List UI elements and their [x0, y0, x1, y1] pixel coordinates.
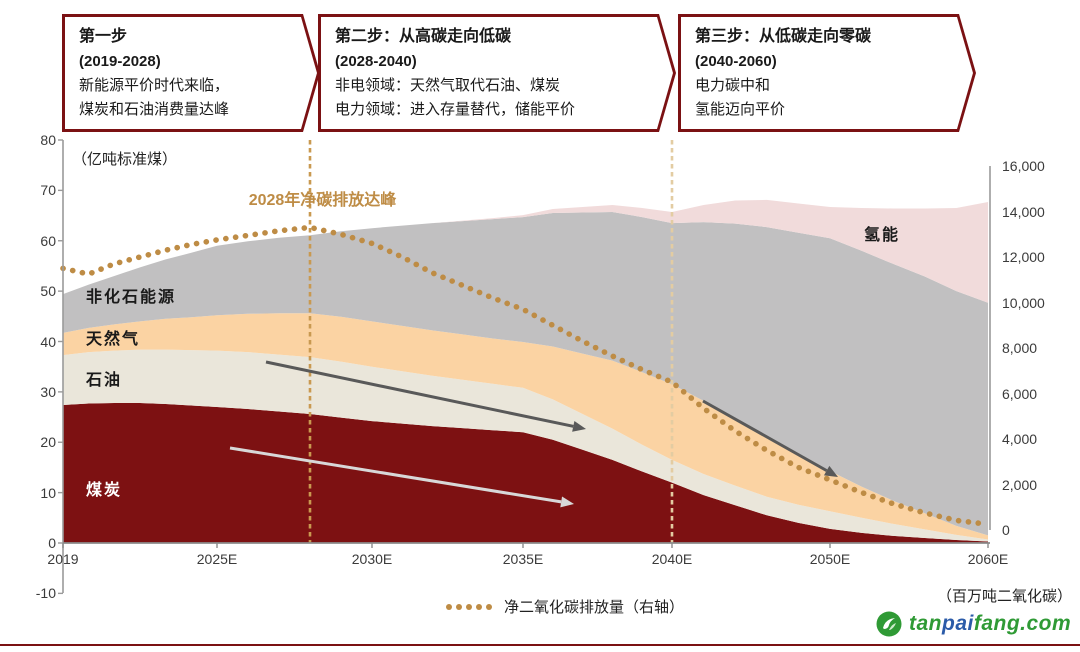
- right-axis-tick-label: 10,000: [1002, 294, 1045, 311]
- tanpaifang-wordmark: tanpaifang.com: [909, 612, 1071, 636]
- peak-annotation: 2028年净碳排放达峰: [248, 192, 397, 209]
- phase2-title: 第二步：从高碳走向低碳: [335, 28, 512, 45]
- phase1-banner: 第一步 (2019-2028) 新能源平价时代来临， 煤炭和石油消费量达峰: [62, 14, 320, 132]
- legend-label: 净二氧化碳排放量（右轴）: [503, 599, 684, 616]
- legend-dot-icon: [445, 603, 452, 610]
- right-axis-tick-label: 4,000: [1002, 431, 1038, 447]
- right-axis-tick-label: 8,000: [1002, 340, 1038, 356]
- legend-dot-icon: [485, 603, 492, 610]
- tanpaifang-logo-icon: [876, 611, 902, 637]
- left-axis-unit-label: （亿吨标准煤）: [72, 151, 178, 168]
- wordmark-seg2: pai: [942, 612, 974, 635]
- left-axis-tick-label: -10: [35, 585, 56, 602]
- x-axis-tick-label: 2060E: [967, 551, 1009, 567]
- wordmark-seg3: fang.com: [973, 612, 1072, 635]
- phase2-banner: 第二步：从高碳走向低碳 (2028-2040) 非电领域：天然气取代石油、煤炭 …: [318, 14, 676, 132]
- x-axis-tick-label: 2040E: [651, 551, 693, 567]
- x-axis-tick-label: 2050E: [809, 551, 851, 567]
- phase2-line1: 非电领域：天然气取代石油、煤炭: [335, 76, 561, 94]
- series-label-hydrogen: 氢能: [864, 227, 901, 244]
- right-axis-unit-label: （百万吨二氧化碳）: [936, 588, 1072, 605]
- phase1-line2: 煤炭和石油消费量达峰: [79, 100, 230, 118]
- phase3-line1: 电力碳中和: [695, 76, 771, 94]
- phase3-title: 第三步：从低碳走向零碳: [695, 28, 872, 45]
- phase3-period: (2040-2060): [695, 52, 777, 70]
- right-axis-tick-label: 2,000: [1002, 476, 1038, 493]
- left-axis-tick-label: 10: [40, 484, 56, 501]
- x-axis-tick-label: 2030E: [351, 551, 393, 567]
- left-axis-tick-label: 60: [40, 232, 56, 249]
- phase2-period: (2028-2040): [335, 52, 417, 70]
- phase1-period: (2019-2028): [79, 52, 161, 70]
- tanpaifang-watermark[interactable]: tanpaifang.com: [876, 611, 1071, 637]
- left-axis-tick-label: 0: [48, 535, 56, 551]
- left-axis-tick-label: 70: [40, 182, 56, 199]
- phase3-banner-body: 第三步：从低碳走向零碳 (2040-2060) 电力碳中和 氢能迈向平价: [681, 17, 973, 129]
- right-axis-tick-label: 6,000: [1002, 385, 1038, 402]
- series-label-gas: 天然气: [86, 331, 141, 348]
- phase1-banner-body: 第一步 (2019-2028) 新能源平价时代来临， 煤炭和石油消费量达峰: [65, 17, 317, 129]
- right-axis-tick-label: 12,000: [1002, 249, 1045, 265]
- left-axis-tick-label: 50: [40, 283, 56, 300]
- series-label-oil: 石油: [86, 372, 123, 389]
- phase1-title: 第一步: [79, 28, 128, 45]
- series-label-nonfossil: 非化石能源: [86, 289, 177, 306]
- phase2-banner-body: 第二步：从高碳走向低碳 (2028-2040) 非电领域：天然气取代石油、煤炭 …: [321, 17, 673, 129]
- legend-dot-icon: [455, 603, 462, 610]
- left-axis-tick-label: 20: [40, 434, 56, 451]
- phase3-banner: 第三步：从低碳走向零碳 (2040-2060) 电力碳中和 氢能迈向平价: [678, 14, 976, 132]
- left-axis-tick-label: 30: [40, 383, 56, 400]
- x-axis-tick-label: 2019: [47, 551, 79, 567]
- legend-dot-icon: [475, 603, 482, 610]
- right-axis-tick-label: 14,000: [1002, 203, 1045, 220]
- phase2-line2: 电力领域：进入存量替代，储能平价: [335, 100, 576, 118]
- x-axis-tick-label: 2025E: [196, 551, 238, 567]
- bottom-divider: [0, 644, 1080, 646]
- series-label-coal: 煤炭: [86, 482, 123, 499]
- legend: 净二氧化碳排放量（右轴）: [395, 596, 735, 617]
- right-axis-tick-label: 16,000: [1002, 158, 1045, 174]
- wordmark-seg1: tan: [909, 612, 942, 635]
- legend-dot-icon: [465, 603, 472, 610]
- phase3-line2: 氢能迈向平价: [695, 100, 786, 118]
- right-axis-tick-label: 0: [1002, 522, 1010, 538]
- x-axis-tick-label: 2035E: [502, 551, 544, 567]
- left-axis-tick-label: 40: [40, 333, 56, 350]
- phase1-line1: 新能源平价时代来临，: [79, 76, 230, 94]
- left-axis-tick-label: 80: [40, 132, 56, 148]
